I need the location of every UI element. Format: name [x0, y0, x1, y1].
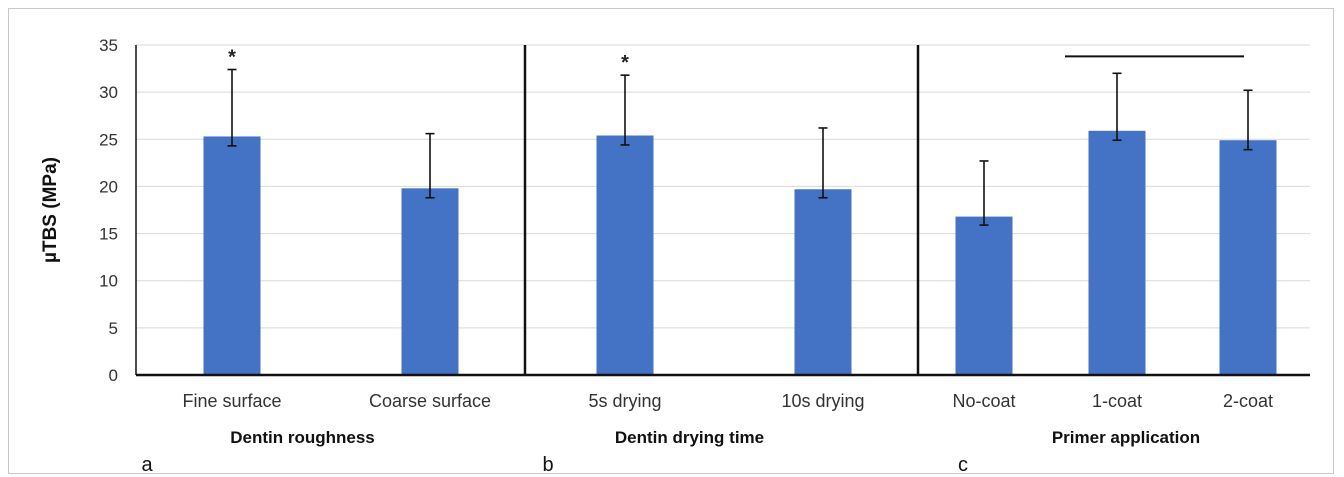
bars [203, 130, 1277, 375]
y-tick-label: 15 [99, 225, 118, 244]
bar [596, 135, 654, 375]
category-label: 5s drying [588, 391, 661, 411]
category-label: 2-coat [1223, 391, 1273, 411]
y-tick-label: 10 [99, 272, 118, 291]
y-axis-label: µTBS (MPa) [40, 157, 61, 263]
y-tick-label: 30 [99, 83, 118, 102]
y-tick-label: 0 [109, 366, 118, 385]
y-tick-label: 25 [99, 130, 118, 149]
figure-frame [8, 8, 1334, 474]
category-label: 1-coat [1092, 391, 1142, 411]
significance-marker: * [621, 52, 629, 74]
panel-label: a [141, 454, 153, 476]
bar [401, 188, 459, 375]
bar [1219, 140, 1277, 375]
bar [794, 189, 852, 375]
y-tick-label: 5 [109, 319, 118, 338]
significance-marker: * [228, 47, 236, 69]
group-label: Dentin drying time [615, 428, 764, 447]
group-label: Dentin roughness [230, 428, 375, 447]
panel-label: c [958, 454, 968, 476]
y-tick-label: 20 [99, 177, 118, 196]
error-bars: * * [227, 47, 1253, 226]
category-label: Coarse surface [369, 391, 491, 411]
category-labels: Fine surface Coarse surface Dentin roughne… [141, 391, 1273, 476]
y-tick-label: 35 [99, 36, 118, 55]
group-label: Primer application [1052, 428, 1200, 447]
bar [1088, 130, 1146, 375]
bar [203, 136, 261, 375]
axis-lines [135, 45, 1310, 377]
panel-label: b [542, 454, 553, 476]
y-axis: 0 5 10 15 20 25 30 35 [99, 36, 118, 385]
category-label: Fine surface [182, 391, 281, 411]
bar [955, 216, 1013, 375]
category-label: No-coat [952, 391, 1015, 411]
category-label: 10s drying [781, 391, 864, 411]
